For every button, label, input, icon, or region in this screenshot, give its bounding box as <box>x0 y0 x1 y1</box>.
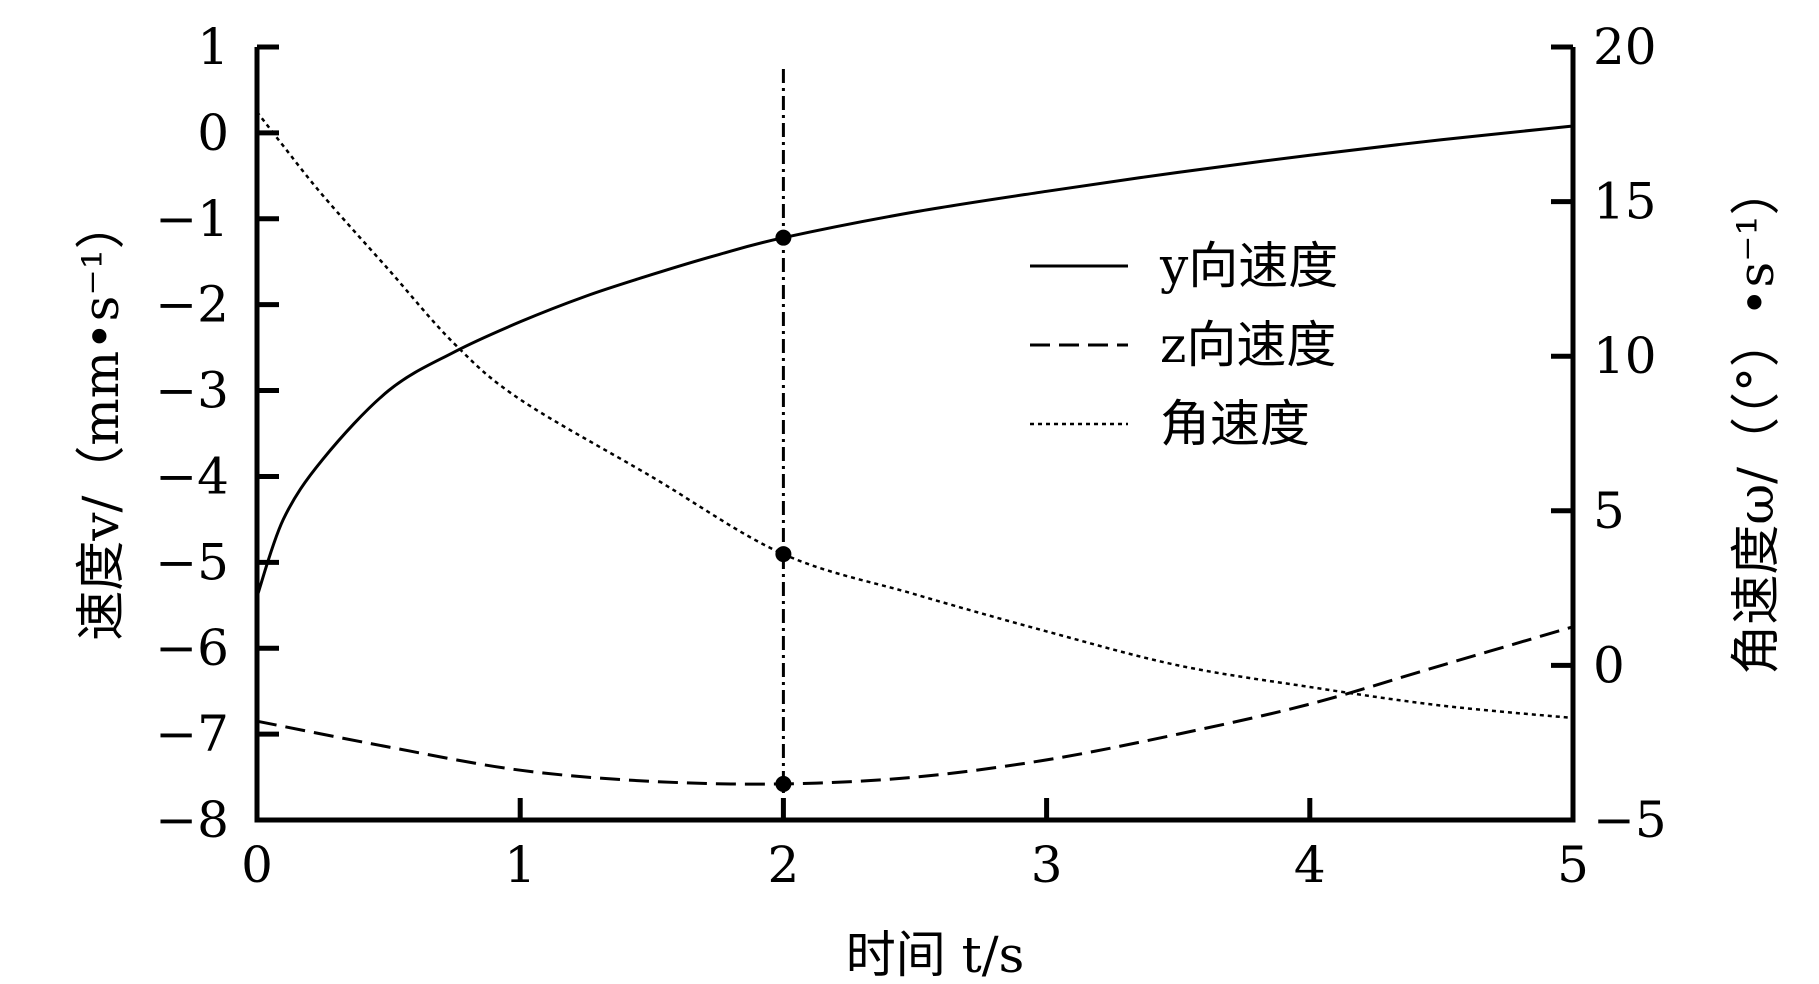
legend-label-2: 角速度 <box>1160 395 1310 453</box>
y-right-tick-label: 20 <box>1593 18 1657 76</box>
series-lines <box>255 69 1574 820</box>
x-axis-title: 时间 t/s <box>846 926 1025 984</box>
y-right-tick-label: 15 <box>1593 173 1657 231</box>
y-left-tick-label: −5 <box>155 533 229 591</box>
y-axis-left-title: 速度v/（mm•s⁻¹） <box>72 199 130 641</box>
y-right-tick-label: 10 <box>1593 327 1657 385</box>
y-left-tick-label: −3 <box>155 362 229 420</box>
x-tick-label: 4 <box>1294 836 1326 894</box>
legend-label-1: z向速度 <box>1160 316 1336 374</box>
y-axis-right-title: 角速度ω/（（°）•s⁻¹） <box>1727 165 1785 674</box>
series-line-0 <box>255 124 1574 598</box>
y-left-tick-label: −4 <box>155 447 229 505</box>
marker-1 <box>775 775 792 792</box>
y-left-tick-label: −7 <box>155 705 229 763</box>
y-right-tick-label: 5 <box>1593 482 1625 540</box>
y-right-tick-label: −5 <box>1593 791 1667 849</box>
y-left-tick-label: 0 <box>197 104 229 162</box>
y-left-tick-label: −1 <box>155 190 229 248</box>
x-tick-label: 2 <box>767 836 799 894</box>
y-left-tick-label: −6 <box>155 619 229 677</box>
series-line-2 <box>256 111 1574 720</box>
axes-frame <box>254 47 1576 823</box>
x-tick-label: 3 <box>1031 836 1063 894</box>
x-tick-label: 1 <box>504 836 536 894</box>
y-right-tick-label: 0 <box>1593 636 1625 694</box>
marker-2 <box>775 546 792 563</box>
y-left-tick-label: −2 <box>155 276 229 334</box>
y-left-tick-label: −8 <box>155 791 229 849</box>
marker-0 <box>775 229 792 246</box>
series-line-1 <box>256 625 1574 786</box>
data-markers <box>775 229 792 792</box>
y-left-tick-label: 1 <box>197 18 229 76</box>
legend-label-0: y向速度 <box>1159 237 1338 295</box>
x-tick-label: 5 <box>1557 836 1589 894</box>
x-tick-label: 0 <box>241 836 273 894</box>
